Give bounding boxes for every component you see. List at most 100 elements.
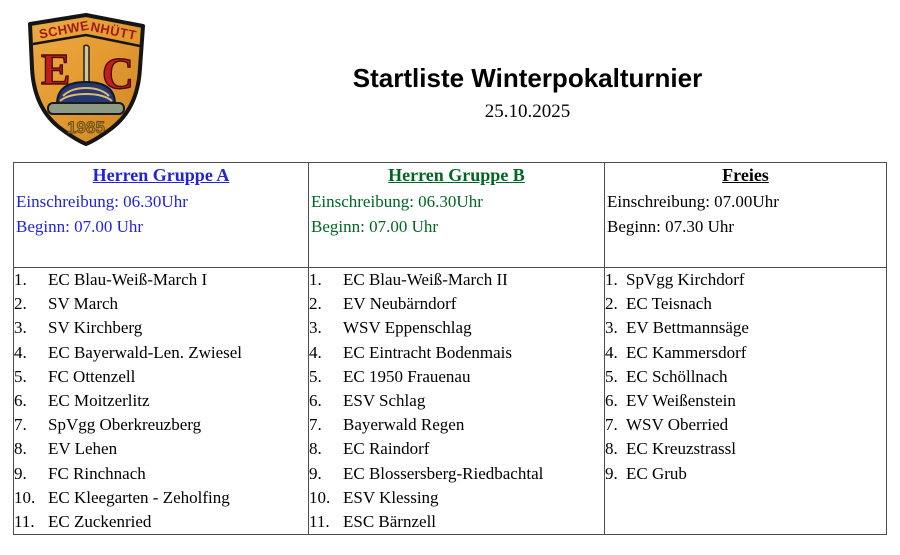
team-name: WSV Eppenschlag (343, 318, 472, 338)
team-list-item: 9. EC Grub (605, 462, 886, 486)
team-list-item: 4. EC Eintracht Bodenmais (309, 341, 604, 365)
team-list-item: 9. FC Rinchnach (14, 462, 308, 486)
team-ordinal: 3. (309, 318, 322, 338)
team-name: EC Moitzerlitz (48, 391, 150, 411)
team-ordinal: 9. (14, 463, 27, 483)
page-title: Startliste Winterpokalturnier (352, 63, 703, 93)
team-list-cell-b: 1. EC Blau-Weiß-March II 2. EV Neubärndorf 3… (308, 266, 605, 536)
team-ordinal: 1. (14, 270, 27, 289)
team-name: EC 1950 Frauenau (343, 366, 471, 386)
team-list-item: 3. WSV Eppenschlag (309, 316, 604, 340)
team-ordinal: 4. (605, 342, 618, 362)
team-list-item: 2. EC Teisnach (605, 292, 886, 316)
team-ordinal: 7. (14, 415, 27, 435)
group-header-cell-b: Herren Gruppe B Einschreibung: 06.30Uhr … (308, 162, 605, 268)
team-name: SpVgg Oberkreuzberg (48, 415, 202, 435)
registration-time-c: Einschreibung: 07.00Uhr (607, 192, 779, 211)
team-ordinal: 1. (309, 270, 322, 289)
team-name: EC Kammersdorf (626, 342, 747, 362)
team-list-item: 8. EV Lehen (14, 437, 308, 461)
team-ordinal: 3. (605, 318, 618, 338)
team-name: SV Kirchberg (48, 318, 143, 338)
team-ordinal: 4. (309, 342, 322, 362)
title-block: Startliste Winterpokalturnier 25.10.2025 (165, 62, 890, 125)
team-ordinal: 10. (309, 487, 331, 507)
club-crest-logo: SCHWENHÜTT E C 1985 (16, 8, 156, 148)
team-list-item: 1. EC Blau-Weiß-March II (309, 268, 604, 292)
team-name: EC Kleegarten - Zeholfing (48, 487, 230, 507)
team-name: EC Grub (626, 463, 687, 483)
team-list-a: 1. EC Blau-Weiß-March I 2. SV March 3. SV Kir… (14, 268, 308, 534)
team-name: EC Eintracht Bodenmais (343, 342, 513, 362)
team-list-item: 5. FC Ottenzell (14, 365, 308, 389)
team-ordinal: 8. (14, 439, 27, 459)
team-ordinal: 3. (14, 318, 27, 338)
team-list-item: 11. EC Zuckenried (14, 510, 308, 534)
team-name: EC Schöllnach (626, 366, 728, 386)
team-name: WSV Oberried (626, 415, 729, 435)
team-name: EC Teisnach (626, 294, 712, 314)
team-name: FC Ottenzell (48, 366, 136, 386)
team-name: FC Rinchnach (48, 463, 146, 483)
team-name: EV Lehen (48, 439, 118, 459)
team-list-item: 3. SV Kirchberg (14, 316, 308, 340)
team-list-cell-c: 1. SpVgg Kirchdorf 2. EC Teisnach 3. EV Bettm… (604, 266, 887, 536)
team-ordinal: 11. (14, 512, 35, 532)
team-name: EV Neubärndorf (343, 294, 457, 314)
team-name: ESC Bärnzell (343, 512, 437, 532)
team-ordinal: 2. (309, 294, 322, 314)
team-list-item: 4. EC Bayerwald-Len. Zwiesel (14, 341, 308, 365)
start-time-c: Beginn: 07.30 Uhr (607, 217, 735, 236)
team-ordinal: 1. (605, 270, 618, 289)
team-name: EC Blau-Weiß-March II (343, 270, 508, 289)
team-name: EV Bettmannsäge (626, 318, 749, 338)
group-meta-c: Einschreibung: 07.00Uhr Beginn: 07.30 Uh… (605, 189, 886, 239)
table-header-row: Herren Gruppe A Einschreibung: 06.30Uhr … (13, 162, 887, 268)
team-ordinal: 2. (605, 294, 618, 314)
team-ordinal: 5. (605, 366, 618, 386)
team-list-item: 4. EC Kammersdorf (605, 341, 886, 365)
team-list-c: 1. SpVgg Kirchdorf 2. EC Teisnach 3. EV Bettm… (605, 268, 886, 486)
group-title-a: Herren Gruppe A (92, 165, 230, 185)
team-list-item: 7. WSV Oberried (605, 413, 886, 437)
team-list-item: 7. Bayerwald Regen (309, 413, 604, 437)
team-list-item: 6. EV Weißenstein (605, 389, 886, 413)
team-name: SV March (48, 294, 119, 314)
team-list-item: 8. EC Kreuzstrassl (605, 437, 886, 461)
team-ordinal: 2. (14, 294, 27, 314)
team-list-item: 11. ESC Bärnzell (309, 510, 604, 534)
team-ordinal: 7. (309, 415, 322, 435)
team-ordinal: 9. (605, 463, 618, 483)
team-ordinal: 8. (605, 439, 618, 459)
team-ordinal: 10. (14, 487, 36, 507)
team-ordinal: 9. (309, 463, 322, 483)
team-list-item: 7. SpVgg Oberkreuzberg (14, 413, 308, 437)
team-name: ESV Klessing (343, 487, 439, 507)
team-name: EV Weißenstein (626, 391, 736, 411)
team-list-item: 1. EC Blau-Weiß-March I (14, 268, 308, 292)
team-name: EC Zuckenried (48, 512, 152, 532)
team-ordinal: 6. (309, 391, 322, 411)
group-header-cell-a: Herren Gruppe A Einschreibung: 06.30Uhr … (13, 162, 309, 268)
team-name: ESV Schlag (343, 391, 426, 411)
team-list-item: 3. EV Bettmannsäge (605, 316, 886, 340)
group-title-c: Freies (722, 165, 769, 185)
registration-time-b: Einschreibung: 06.30Uhr (311, 192, 483, 211)
team-list-item: 1. SpVgg Kirchdorf (605, 268, 886, 292)
table-body-row: 1. EC Blau-Weiß-March I 2. SV March 3. SV Kir… (13, 266, 887, 536)
svg-text:1985: 1985 (67, 118, 105, 137)
team-list-item: 2. SV March (14, 292, 308, 316)
team-name: EC Bayerwald-Len. Zwiesel (48, 342, 243, 362)
group-title-b: Herren Gruppe B (388, 165, 525, 185)
team-name: EC Kreuzstrassl (626, 439, 737, 459)
team-ordinal: 4. (14, 342, 27, 362)
start-time-b: Beginn: 07.00 Uhr (311, 217, 439, 236)
team-name: EC Blossersberg-Riedbachtal (343, 463, 544, 483)
team-ordinal: 5. (309, 366, 322, 386)
startlist-table: Herren Gruppe A Einschreibung: 06.30Uhr … (13, 162, 887, 536)
start-time-a: Beginn: 07.00 Uhr (16, 217, 144, 236)
team-list-item: 8. EC Raindorf (309, 437, 604, 461)
group-header-cell-c: Freies Einschreibung: 07.00Uhr Beginn: 0… (604, 162, 887, 268)
registration-time-a: Einschreibung: 06.30Uhr (16, 192, 188, 211)
team-list-item: 10. ESV Klessing (309, 486, 604, 510)
